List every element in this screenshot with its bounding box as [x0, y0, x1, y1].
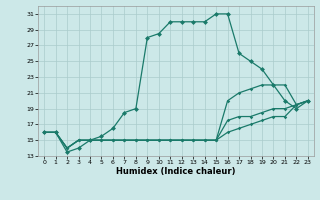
X-axis label: Humidex (Indice chaleur): Humidex (Indice chaleur): [116, 167, 236, 176]
